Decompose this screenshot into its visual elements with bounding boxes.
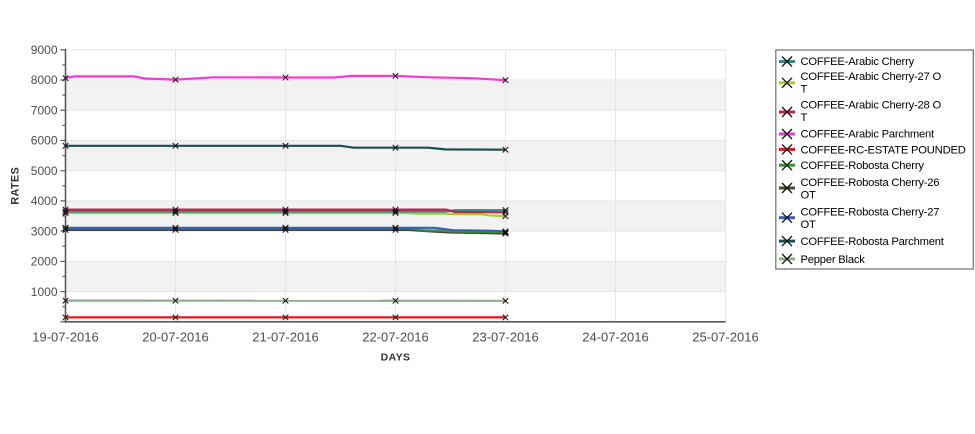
svg-text:2000: 2000 [31,255,58,269]
svg-text:20-07-2016: 20-07-2016 [142,330,209,345]
svg-text:3000: 3000 [31,224,58,238]
svg-text:COFFEE-Arabic Parchment: COFFEE-Arabic Parchment [801,129,936,141]
svg-text:19-07-2016: 19-07-2016 [32,330,99,345]
svg-text:COFFEE-RC-ESTATE POUNDED: COFFEE-RC-ESTATE POUNDED [801,144,966,156]
svg-text:22-07-2016: 22-07-2016 [362,330,429,345]
svg-text:COFFEE-Arabic Cherry-28 O: COFFEE-Arabic Cherry-28 O [801,100,942,112]
svg-text:9000: 9000 [31,43,58,57]
svg-text:COFFEE-Robosta Cherry: COFFEE-Robosta Cherry [801,160,925,172]
svg-text:25-07-2016: 25-07-2016 [692,330,759,345]
svg-text:COFFEE-Arabic Cherry-27 O: COFFEE-Arabic Cherry-27 O [801,71,942,83]
svg-text:T: T [801,83,808,95]
svg-text:OT: OT [801,189,817,201]
svg-text:OT: OT [801,219,817,231]
svg-text:21-07-2016: 21-07-2016 [252,330,319,345]
svg-text:COFFEE-Robosta Cherry-27: COFFEE-Robosta Cherry-27 [801,207,940,219]
svg-text:8000: 8000 [31,73,58,87]
svg-text:Pepper Black: Pepper Black [801,254,866,266]
svg-text:RATES: RATES [9,167,21,205]
svg-text:6000: 6000 [31,134,58,148]
svg-text:1000: 1000 [31,285,58,299]
svg-text:COFFEE-Robosta Parchment: COFFEE-Robosta Parchment [801,236,945,248]
svg-text:T: T [801,112,808,124]
svg-text:4000: 4000 [31,194,58,208]
svg-text:23-07-2016: 23-07-2016 [472,330,539,345]
svg-text:7000: 7000 [31,103,58,117]
svg-text:24-07-2016: 24-07-2016 [582,330,649,345]
svg-text:COFFEE-Robosta Cherry-26: COFFEE-Robosta Cherry-26 [801,177,940,189]
svg-text:DAYS: DAYS [381,352,411,364]
svg-text:5000: 5000 [31,164,58,178]
svg-text:COFFEE-Arabic Cherry: COFFEE-Arabic Cherry [801,56,915,68]
